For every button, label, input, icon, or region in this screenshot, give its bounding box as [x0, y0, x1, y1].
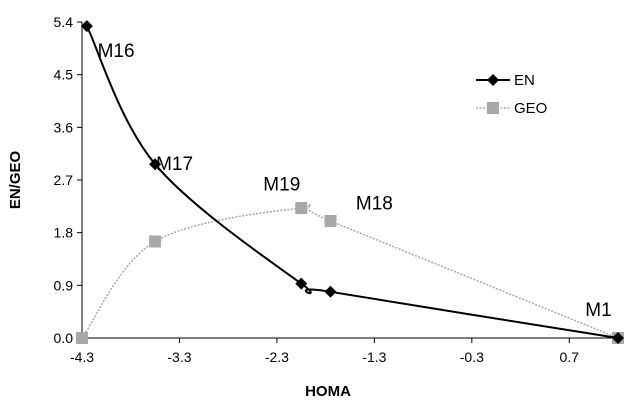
- y-ticks: 0.0 0.9 1.8 2.7 3.6 4.5 5.4: [54, 14, 82, 346]
- y-tick-label: 0.0: [54, 330, 74, 346]
- y-axis-label: EN/GEO: [7, 151, 24, 210]
- legend-label-geo: GEO: [514, 100, 547, 117]
- x-ticks: -4.3 -3.3 -2.3 -1.3 -0.3 0.7: [70, 338, 579, 365]
- x-tick-label: 0.7: [560, 349, 580, 365]
- x-tick-label: -1.3: [362, 349, 386, 365]
- annotation-m17: M17: [156, 154, 193, 175]
- y-tick-label: 0.9: [54, 277, 74, 293]
- x-axis-label: HOMA: [305, 383, 351, 400]
- y-tick-label: 2.7: [54, 172, 74, 188]
- point-geo: [76, 332, 88, 344]
- y-tick-label: 5.4: [54, 14, 74, 30]
- x-tick-label: -0.3: [460, 349, 484, 365]
- legend: EN GEO: [476, 72, 547, 117]
- legend-marker-geo: [487, 102, 499, 114]
- annotation-m16: M16: [98, 41, 135, 62]
- y-tick-label: 4.5: [54, 67, 74, 83]
- series-line-en: [86, 25, 619, 339]
- annotations: M16 M17 M19 M18 M1: [98, 41, 612, 321]
- point-en: [324, 285, 337, 298]
- y-tick-label: 3.6: [54, 119, 74, 135]
- point-geo: [295, 202, 308, 215]
- annotation-m19: M19: [263, 175, 300, 196]
- point-en: [149, 158, 162, 171]
- point-geo: [324, 214, 337, 227]
- axes: [81, 22, 618, 339]
- series-line-geo: [81, 204, 619, 339]
- legend-label-en: EN: [514, 72, 535, 89]
- point-en: [295, 277, 308, 290]
- series: [76, 20, 624, 344]
- annotation-m1: M1: [585, 300, 611, 321]
- annotation-m18: M18: [356, 193, 393, 214]
- x-tick-label: -2.3: [265, 349, 289, 365]
- x-tick-label: -3.3: [167, 349, 191, 365]
- point-en: [612, 332, 624, 344]
- x-tick-label: -4.3: [70, 349, 94, 365]
- legend-marker-en: [487, 74, 499, 86]
- point-geo: [149, 235, 162, 248]
- y-tick-label: 1.8: [54, 225, 74, 241]
- point-en: [80, 20, 93, 33]
